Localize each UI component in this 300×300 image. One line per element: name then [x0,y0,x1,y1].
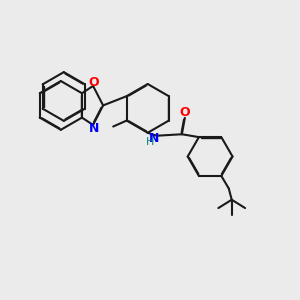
Text: O: O [88,76,99,89]
Text: H: H [146,137,154,147]
Text: O: O [179,106,190,119]
Text: N: N [88,122,99,135]
Text: N: N [149,132,160,145]
